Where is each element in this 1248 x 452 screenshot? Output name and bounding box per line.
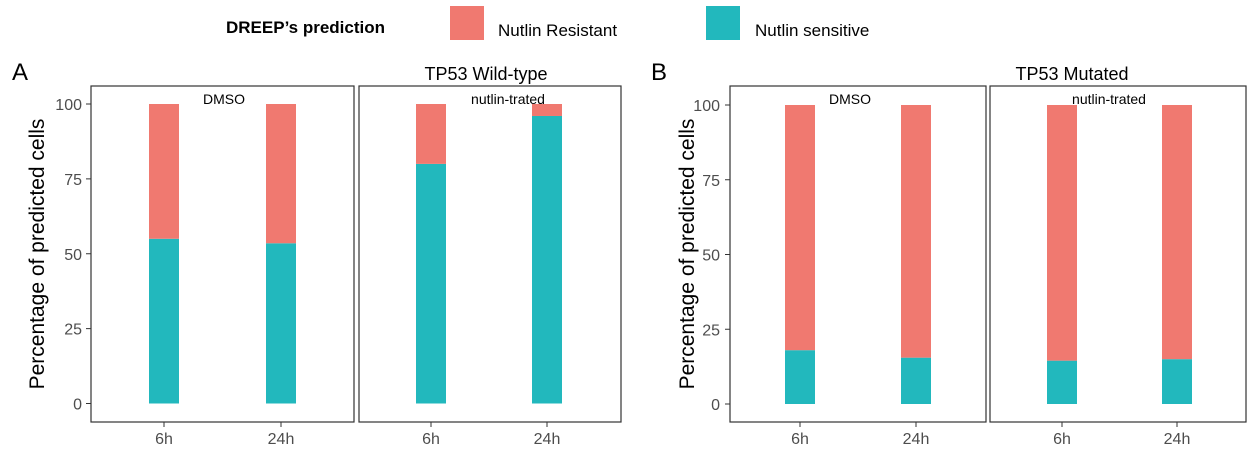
bar-nutlin-resistant-24h (1162, 105, 1192, 360)
facet-1: 6h 24h DMSO (90, 85, 355, 448)
bar-nutlin-sensitive-6h (416, 163, 446, 404)
legend-label-resistant: Nutlin Resistant (498, 21, 617, 40)
legend-swatch-resistant (450, 6, 484, 40)
y-tick-label: 100 (693, 98, 720, 115)
bar-nutlin-resistant-6h (416, 104, 446, 164)
facet-label: nutlin-trated (471, 91, 545, 107)
x-tick-label: 6h (791, 431, 809, 448)
bar-nutlin-sensitive-24h (1162, 359, 1192, 404)
y-axis-label: Percentage of predicted cells (676, 119, 699, 390)
bar-nutlin-sensitive-6h (1047, 360, 1077, 404)
x-tick-label: 24h (1164, 431, 1191, 448)
facet-2: 6h 24h nutlin-trated (358, 85, 622, 448)
facet-2: 6h 24h nutlin-trated (989, 85, 1247, 448)
facet-label: DMSO (829, 91, 871, 107)
panel-letter: B (651, 59, 667, 86)
legend-label-sensitive: Nutlin sensitive (755, 21, 869, 40)
y-tick-label: 0 (73, 397, 82, 414)
bar-nutlin-sensitive-6h (149, 238, 179, 404)
y-tick-label: 75 (64, 172, 82, 189)
bar-nutlin-sensitive-24h (901, 357, 931, 404)
legend-title: DREEP’s prediction (226, 18, 385, 37)
y-tick-label: 25 (64, 322, 82, 339)
bar-nutlin-resistant-24h (901, 105, 931, 358)
facet-border (358, 85, 622, 423)
facet-border (989, 85, 1247, 423)
panel-title: TP53 Mutated (1015, 64, 1128, 84)
x-tick-label: 6h (422, 431, 440, 448)
facet-label: nutlin-trated (1072, 91, 1146, 107)
legend-swatch-sensitive (706, 6, 740, 40)
x-tick-label: 24h (903, 431, 930, 448)
x-tick-label: 24h (268, 431, 295, 448)
x-tick-label: 6h (1053, 431, 1071, 448)
panel-letter: A (12, 59, 28, 86)
bar-nutlin-resistant-6h (149, 104, 179, 239)
y-tick-label: 100 (55, 97, 82, 114)
facet-border (90, 85, 355, 423)
y-axis-label: Percentage of predicted cells (26, 119, 49, 390)
x-tick-label: 24h (534, 431, 561, 448)
bar-nutlin-resistant-6h (785, 105, 815, 351)
y-tick-label: 50 (702, 248, 720, 265)
bar-nutlin-resistant-24h (266, 104, 296, 244)
panel-title: TP53 Wild-type (424, 64, 547, 84)
y-tick-label: 0 (711, 397, 720, 414)
panel-B: B TP53 Mutated Percentage of predicted cel… (651, 59, 1247, 448)
bar-nutlin-resistant-6h (1047, 105, 1077, 361)
x-tick-label: 6h (155, 431, 173, 448)
panel-A: A TP53 Wild-type Percentage of predicted c… (12, 59, 622, 448)
facet-1: 6h 24h DMSO (729, 85, 987, 448)
bar-nutlin-sensitive-24h (532, 115, 562, 404)
legend: DREEP’s prediction Nutlin Resistant Nutl… (226, 6, 869, 40)
bar-nutlin-resistant-24h (532, 104, 562, 116)
y-tick-label: 75 (702, 173, 720, 190)
y-tick-label: 25 (702, 322, 720, 339)
facet-border (729, 85, 987, 423)
y-tick-label: 50 (64, 247, 82, 264)
facet-label: DMSO (203, 91, 245, 107)
bar-nutlin-sensitive-6h (785, 350, 815, 404)
bar-nutlin-sensitive-24h (266, 243, 296, 404)
